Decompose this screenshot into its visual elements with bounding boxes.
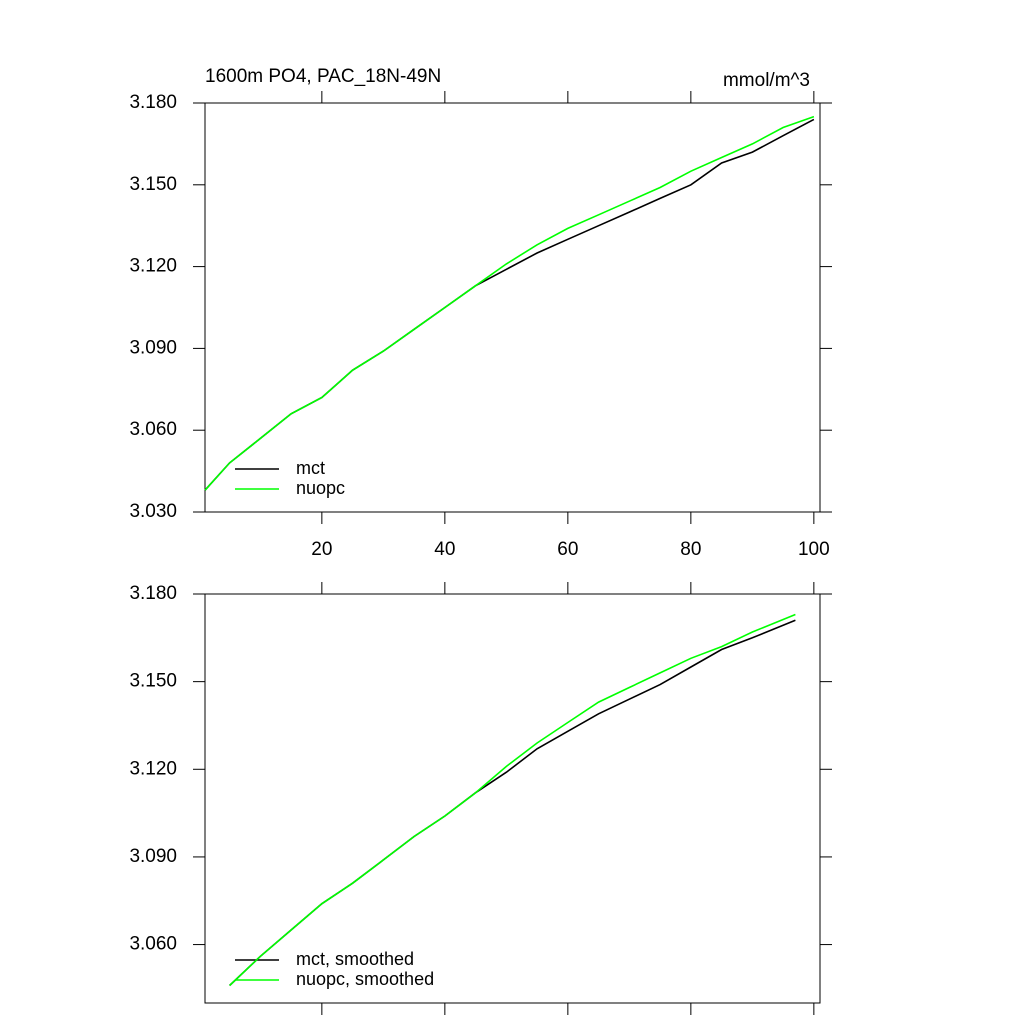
units-label: mmol/m^3 [723,70,810,91]
y-tick-label: 3.120 [129,256,177,277]
y-tick-label: 3.090 [129,337,177,358]
y-tick-label: 3.150 [129,671,177,692]
plot-frame [204,593,821,1004]
y-tick-label: 3.060 [129,934,177,955]
x-tick-label: 60 [557,539,578,560]
y-tick-label: 3.060 [129,419,177,440]
y-tick-label: 3.090 [129,846,177,867]
y-tick-label: 3.150 [129,174,177,195]
y-tick-label: 3.120 [129,758,177,779]
y-tick-label: 3.180 [129,92,177,113]
y-tick-label: 3.180 [129,583,177,604]
x-tick-label: 100 [798,539,830,560]
legend-label: nuopc, smoothed [296,969,434,989]
legend-label: nuopc [296,478,345,498]
series-line [229,613,796,987]
y-tick-label: 3.030 [129,501,177,522]
x-tick-label: 40 [434,539,455,560]
series-line [204,115,815,491]
series-line [204,118,815,491]
series-line [229,619,796,987]
x-tick-label: 80 [680,539,701,560]
legend-label: mct, smoothed [296,949,414,969]
plot-frame [204,102,821,513]
chart-title: 1600m PO4, PAC_18N-49N [205,66,441,87]
legend-label: mct [296,458,325,478]
x-tick-label: 20 [311,539,332,560]
